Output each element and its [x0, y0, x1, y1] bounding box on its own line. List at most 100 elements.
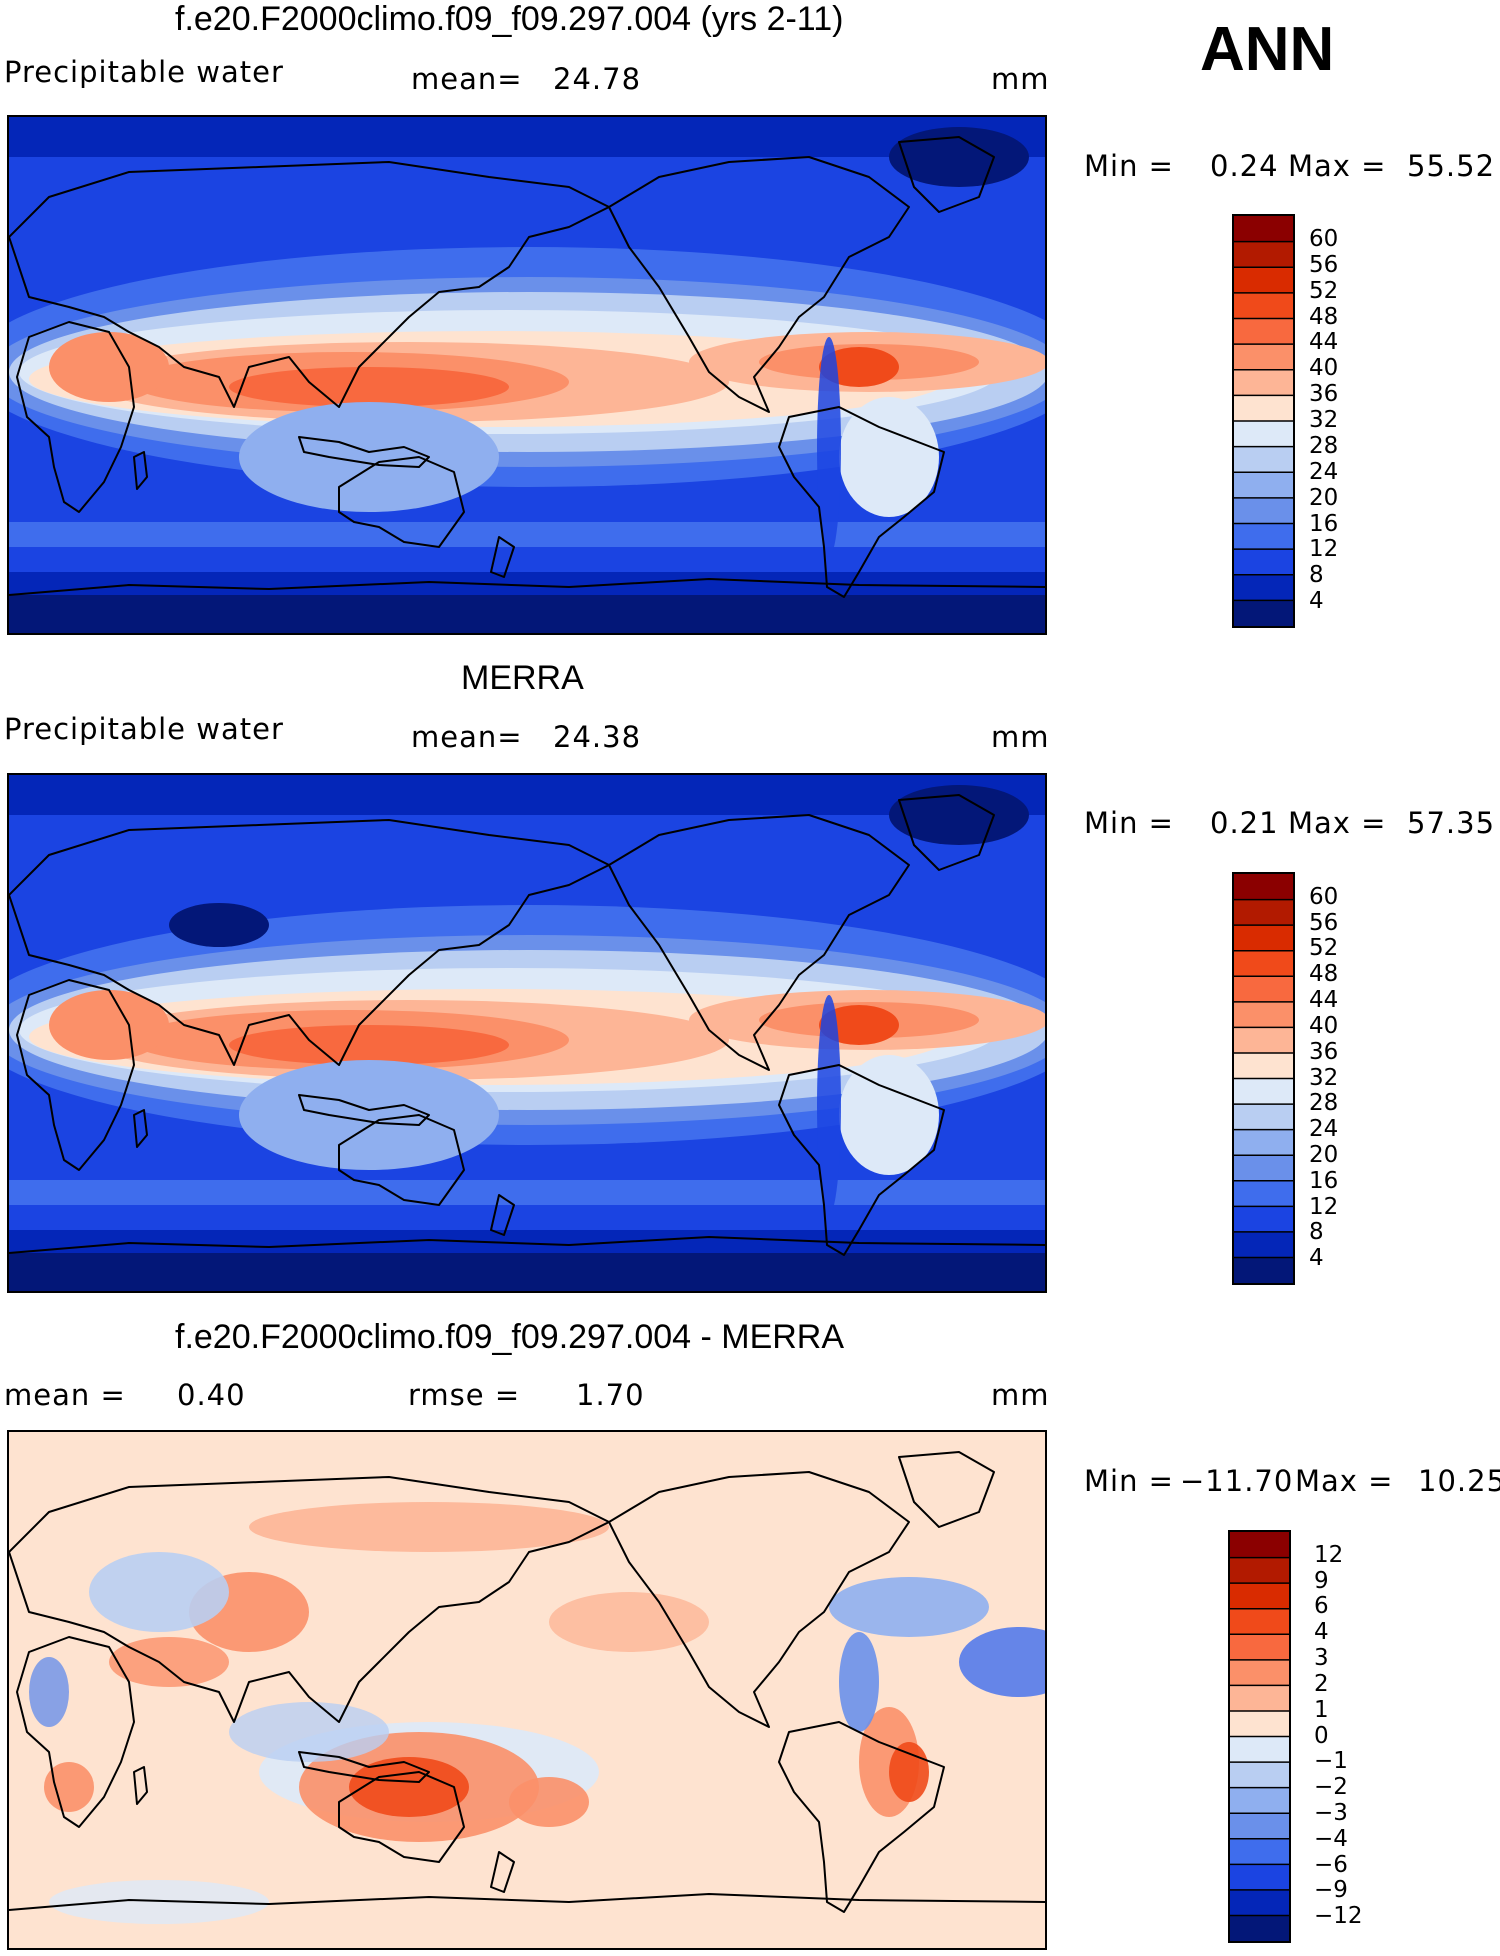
colorbar-swatch: [1230, 1915, 1289, 1941]
colorbar-tick-label: 4: [1309, 1245, 1324, 1272]
coastline-madagascar: [133, 451, 148, 490]
panel-obs-map: [7, 773, 1047, 1293]
colorbar-swatch: [1230, 1710, 1289, 1738]
colorbar-tick-label: −4: [1314, 1825, 1348, 1852]
field-band: [9, 595, 1045, 633]
panel-model-mean-value: 24.78: [553, 62, 642, 96]
colorbar-swatch: [1234, 925, 1293, 952]
colorbar-swatch: [1234, 421, 1293, 448]
season-label: ANN: [1200, 15, 1335, 84]
coastline-south-america: [778, 1721, 945, 1913]
field-blob: [239, 1060, 499, 1170]
coastline-madagascar: [133, 1766, 148, 1805]
colorbar-tick-label: 20: [1309, 484, 1339, 511]
panel-model-colorbar: [1232, 214, 1295, 628]
colorbar-tick-label: 32: [1309, 407, 1339, 433]
colorbar-tick-label: 32: [1309, 1064, 1339, 1091]
field-band: [9, 117, 1045, 157]
colorbar-swatch: [1230, 1736, 1289, 1763]
colorbar-tick-label: 52: [1309, 935, 1339, 962]
colorbar-tick-label: 1: [1314, 1696, 1329, 1723]
colorbar-swatch: [1234, 1180, 1293, 1207]
colorbar-tick-label: 36: [1309, 381, 1339, 408]
field-blob: [817, 337, 841, 557]
field-blob: [169, 903, 269, 947]
field-blob: [819, 1005, 899, 1045]
colorbar-swatch: [1230, 1532, 1289, 1559]
panel-model-max-label: Max =: [1288, 149, 1387, 183]
coastline-greenland: [898, 136, 995, 213]
colorbar-swatch: [1234, 1078, 1293, 1105]
panel-model-units: mm: [991, 62, 1050, 96]
colorbar-swatch: [1234, 267, 1293, 294]
colorbar-tick-label: 8: [1309, 562, 1324, 589]
colorbar-swatch: [1234, 523, 1293, 550]
field-blob: [49, 332, 169, 402]
colorbar-tick-label: 28: [1309, 1090, 1339, 1117]
panel-model-map: [7, 115, 1047, 635]
colorbar-tick-label: −2: [1314, 1774, 1348, 1801]
colorbar-tick-label: 24: [1309, 1116, 1339, 1143]
colorbar-tick-label: 52: [1309, 277, 1339, 304]
field-blob: [829, 1577, 989, 1637]
colorbar-swatch: [1234, 241, 1293, 268]
panel-obs-min-value: 0.21: [1210, 806, 1279, 840]
coastline-antarctica: [9, 1893, 1045, 1911]
panel-model-max-value: 55.52: [1407, 149, 1496, 183]
colorbar-tick-label: −12: [1314, 1903, 1363, 1930]
coastline-madagascar: [133, 1109, 148, 1148]
colorbar-swatch: [1230, 1685, 1289, 1712]
colorbar-swatch: [1230, 1762, 1289, 1789]
colorbar-swatch: [1234, 1155, 1293, 1182]
colorbar-tick-label: 4: [1309, 588, 1324, 615]
colorbar-swatch: [1234, 574, 1293, 601]
colorbar-tick-label: 2: [1314, 1670, 1329, 1697]
colorbar-swatch: [1234, 344, 1293, 371]
panel-diff-units: mm: [991, 1378, 1050, 1412]
field-blob: [44, 1762, 94, 1812]
field-blob: [229, 1025, 509, 1065]
colorbar-swatch: [1234, 1052, 1293, 1080]
coastline-newzealand: [490, 1851, 515, 1893]
colorbar-tick-label: 0: [1314, 1722, 1329, 1749]
panel-obs-units: mm: [991, 720, 1050, 754]
colorbar-tick-label: 9: [1314, 1567, 1329, 1594]
colorbar-swatch: [1234, 1257, 1293, 1283]
panel-diff-min-label: Min =: [1084, 1464, 1174, 1498]
colorbar-tick-label: 6: [1314, 1593, 1329, 1620]
coastline-australia: [338, 1771, 465, 1863]
field-blob: [249, 1502, 609, 1552]
colorbar-swatch: [1234, 395, 1293, 422]
colorbar-tick-label: 8: [1309, 1219, 1324, 1246]
coastline-eurasia: [9, 1476, 610, 1723]
colorbar-swatch: [1234, 899, 1293, 926]
colorbar-tick-label: 20: [1309, 1141, 1339, 1168]
colorbar-swatch: [1234, 369, 1293, 396]
panel-obs-min-label: Min =: [1084, 806, 1174, 840]
colorbar-tick-label: 24: [1309, 458, 1339, 485]
panel-diff-rmse-value: 1.70: [576, 1378, 645, 1412]
colorbar-swatch: [1230, 1864, 1289, 1891]
colorbar-tick-label: −6: [1314, 1851, 1348, 1878]
coastline-africa: [16, 1636, 135, 1828]
panel-model-min-label: Min =: [1084, 149, 1174, 183]
coastline-greenland: [898, 794, 995, 871]
field-blob: [229, 367, 509, 407]
field-blob: [89, 1552, 229, 1632]
coastline-africa: [16, 979, 135, 1171]
panel-model-min-value: 0.24: [1210, 149, 1279, 183]
colorbar-swatch: [1234, 472, 1293, 499]
field-blob: [889, 127, 1029, 187]
panel-diff-title: f.e20.F2000climo.f09_f09.297.004 - MERRA: [175, 1318, 845, 1356]
field-blob: [889, 1742, 929, 1802]
field-blob: [839, 397, 939, 517]
colorbar-tick-label: 60: [1309, 225, 1339, 252]
colorbar-swatch: [1234, 600, 1293, 626]
coastline-eurasia: [9, 161, 610, 408]
field-blob: [239, 402, 499, 512]
coastline-australia: [338, 1114, 465, 1206]
panel-model-title: f.e20.F2000climo.f09_f09.297.004 (yrs 2-…: [175, 0, 844, 38]
colorbar-tick-label: −9: [1314, 1877, 1348, 1904]
colorbar-swatch: [1234, 1027, 1293, 1054]
colorbar-tick-label: 16: [1309, 1167, 1339, 1194]
